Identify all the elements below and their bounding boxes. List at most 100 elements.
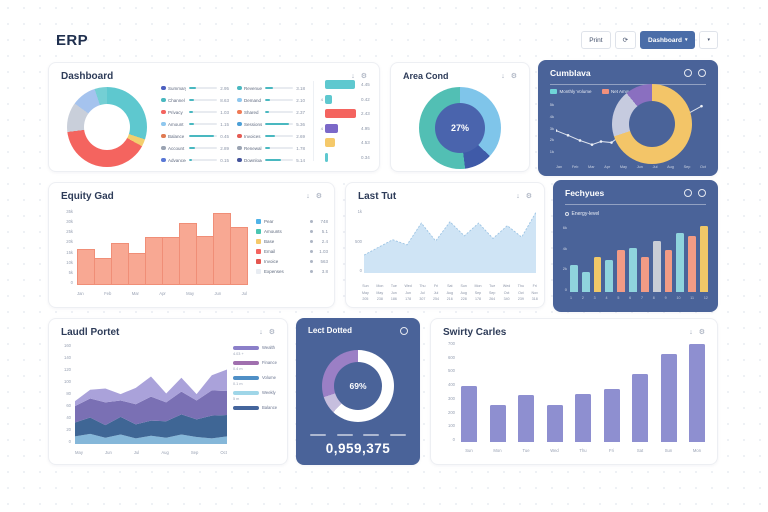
equity-bars bbox=[77, 213, 248, 285]
download-icon[interactable]: ↓ bbox=[351, 73, 355, 80]
refresh-icon[interactable] bbox=[684, 189, 692, 197]
tick-label: Mar bbox=[588, 165, 595, 169]
legend-caption: 4.03 + bbox=[233, 352, 244, 356]
legend-value: 2.37 bbox=[296, 109, 305, 115]
mini-bar-track bbox=[325, 152, 359, 162]
legend-label: Advanced bbox=[168, 157, 186, 163]
tick-label: Fri bbox=[532, 283, 537, 288]
legend-label: Pear bbox=[264, 219, 274, 224]
tick-label: 228 bbox=[460, 297, 467, 302]
legend-label: Monthly Volume bbox=[559, 89, 592, 94]
legend-value: 5.36 bbox=[296, 121, 305, 127]
tick-label: Tue bbox=[489, 283, 496, 288]
settings-icon[interactable] bbox=[698, 69, 706, 77]
tick-label: May bbox=[362, 290, 369, 295]
legend-item: Account 2.89 bbox=[161, 143, 229, 153]
tick-label: Sep bbox=[683, 165, 691, 169]
legend-label: Wealth bbox=[262, 345, 275, 350]
legend-swatch bbox=[256, 269, 261, 274]
view-select-button[interactable]: Dashboard ▾ bbox=[640, 31, 696, 49]
legend-item: Volume 0.1 m bbox=[233, 375, 283, 386]
legend-label: Invoice bbox=[264, 259, 279, 264]
mini-bar-row: 4 4.95 bbox=[319, 123, 373, 134]
card-header: Last Tut ↓ ⚙ bbox=[346, 183, 544, 202]
refresh-icon[interactable] bbox=[400, 326, 408, 335]
gear-icon[interactable]: ⚙ bbox=[510, 72, 517, 80]
download-icon[interactable]: ↓ bbox=[306, 193, 310, 200]
mini-bar-prefix: 4 bbox=[320, 125, 323, 131]
tick-label: 1k bbox=[357, 209, 362, 214]
legend-swatch bbox=[256, 229, 261, 234]
legend-swatch bbox=[256, 219, 261, 224]
tick-label: 238 bbox=[376, 297, 383, 302]
legend-bar-fill bbox=[264, 158, 282, 162]
tick-label: Feb bbox=[104, 291, 112, 296]
mini-bar-value: 0.34 bbox=[361, 154, 370, 160]
tick-label: 239 bbox=[517, 297, 524, 302]
settings-icon[interactable] bbox=[698, 189, 706, 197]
bar bbox=[575, 393, 591, 442]
tick-label: Apr bbox=[604, 165, 611, 169]
download-icon[interactable]: ↓ bbox=[516, 193, 520, 200]
bar bbox=[518, 394, 534, 442]
legend-bar bbox=[264, 146, 293, 150]
bar bbox=[593, 257, 602, 292]
tick-label: Jan bbox=[77, 291, 84, 296]
legend-label: Amounts bbox=[264, 229, 282, 234]
x-label-group: Sun Aug 228 bbox=[461, 284, 467, 302]
legend-item: Pear 748 bbox=[256, 219, 328, 224]
tick-label: Aug bbox=[460, 290, 467, 295]
gear-icon[interactable]: ⚙ bbox=[525, 193, 532, 200]
legend-value: 2.10 bbox=[296, 97, 305, 103]
tick-label: Jul bbox=[133, 450, 140, 455]
legend-swatch bbox=[256, 249, 261, 254]
tick-label: Mon bbox=[474, 283, 482, 288]
mini-bar-prefix: 4 bbox=[320, 96, 323, 102]
download-icon[interactable]: ↓ bbox=[259, 329, 263, 336]
refresh-icon[interactable] bbox=[684, 69, 692, 77]
legend-value: 8.63 bbox=[220, 97, 229, 103]
tick-label: Jun bbox=[636, 165, 643, 169]
more-button[interactable]: ▾ bbox=[699, 31, 718, 49]
gear-icon[interactable]: ⚙ bbox=[698, 329, 705, 336]
mini-bar bbox=[325, 80, 355, 89]
vertical-divider bbox=[313, 81, 314, 161]
download-icon[interactable]: ↓ bbox=[501, 72, 505, 80]
gear-icon[interactable]: ⚙ bbox=[268, 329, 275, 336]
donut-center-value: 27% bbox=[450, 123, 469, 133]
card-title: Swirty Carles bbox=[443, 327, 507, 338]
mini-bar bbox=[325, 152, 329, 162]
download-icon[interactable]: ↓ bbox=[689, 329, 693, 336]
tick-label: 5 bbox=[617, 296, 620, 300]
equity-card: Equity Gad ↓ ⚙ 35k 30k 25k 20k 15k 10k 5k 0 Jan… bbox=[48, 182, 335, 308]
survey-card: Swirty Carles ↓ ⚙ 700 600 500 400 300 200 100 0… bbox=[430, 318, 718, 465]
donut-hole bbox=[629, 101, 675, 147]
bar bbox=[179, 223, 197, 285]
legend-label: Shared bbox=[244, 109, 259, 115]
legend-item: Renewal 1.78 bbox=[237, 143, 305, 153]
gear-icon[interactable]: ⚙ bbox=[315, 193, 322, 200]
tick-label: 0 bbox=[70, 279, 73, 285]
tick-label: 7 bbox=[640, 296, 643, 300]
tick-label: 35k bbox=[66, 209, 73, 214]
legend-bar bbox=[188, 98, 217, 102]
mini-bar bbox=[325, 138, 335, 148]
legend-item: Expenses 3.8 bbox=[256, 269, 328, 274]
features-x-ticks: 1 2 3 4 5 6 7 8 9 10 11 12 bbox=[570, 296, 708, 300]
donut-hole bbox=[84, 104, 130, 150]
gear-icon[interactable]: ⚙ bbox=[360, 73, 367, 80]
bar bbox=[640, 257, 649, 292]
tick-label: Sep bbox=[474, 290, 482, 295]
tick-label: 3 bbox=[593, 296, 596, 300]
legend-swatch-row: Finance bbox=[233, 360, 283, 365]
refresh-button[interactable]: ⟳ bbox=[614, 31, 637, 49]
tick-label: Sat bbox=[636, 448, 644, 453]
print-button[interactable]: Print bbox=[581, 31, 611, 49]
legend-item: Net Amount bbox=[601, 89, 635, 94]
mini-bar-value: 2.43 bbox=[361, 111, 370, 117]
legend-swatch bbox=[233, 405, 259, 410]
legend-item: Amount 1.15 bbox=[161, 119, 229, 129]
tick-label: Tue bbox=[390, 283, 397, 288]
features-subtitle: Energy-level bbox=[565, 211, 599, 217]
